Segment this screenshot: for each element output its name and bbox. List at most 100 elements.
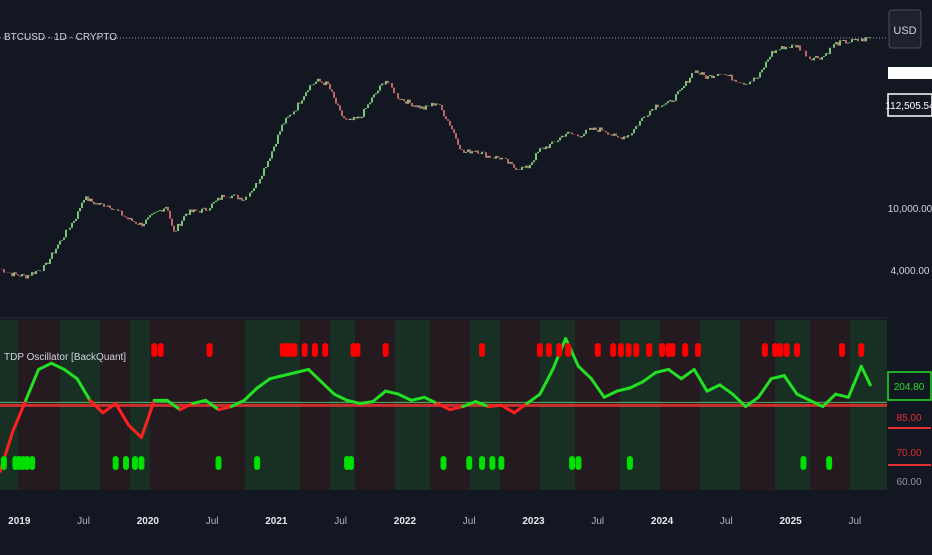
osc-line-segment bbox=[692, 367, 709, 393]
overbought-signal bbox=[151, 343, 158, 357]
last-price-tag bbox=[887, 93, 932, 117]
overbought-signal bbox=[545, 343, 552, 357]
osc-line-segment bbox=[37, 361, 53, 371]
overbought-signal bbox=[291, 343, 298, 357]
oversold-signal bbox=[440, 456, 447, 470]
overbought-signal bbox=[858, 343, 865, 357]
time-axis[interactable]: 2019 Jul 2020 Jul 2021 Jul 2022 Jul 2023 Jul 2024 J… bbox=[0, 510, 932, 550]
overbought-signal bbox=[659, 343, 666, 357]
osc-line-segment bbox=[769, 374, 786, 381]
osc-line-segment bbox=[88, 398, 105, 415]
osc-line-segment bbox=[499, 403, 516, 415]
osc-level-tag-70 bbox=[888, 440, 931, 466]
osc-line-segment bbox=[705, 383, 722, 393]
osc-line-segment bbox=[486, 403, 503, 409]
osc-line-segment bbox=[538, 367, 555, 396]
osc-line-segment bbox=[589, 377, 606, 399]
indicator-label[interactable]: TDP Oscillator [BackQuant] bbox=[4, 352, 126, 363]
osc-line-segment bbox=[744, 395, 760, 409]
oversold-signal bbox=[138, 456, 145, 470]
osc-line-segment bbox=[62, 367, 79, 381]
osc-level-underline-85 bbox=[888, 427, 931, 429]
overbought-signal bbox=[157, 343, 164, 357]
oversold-signal bbox=[254, 456, 261, 470]
osc-level-70: 70.00 bbox=[896, 448, 921, 459]
overbought-signal bbox=[206, 343, 213, 357]
osc-line-segment bbox=[859, 364, 872, 387]
osc-line-segment bbox=[666, 367, 683, 381]
overbought-signal bbox=[301, 343, 308, 357]
oscillator-panel[interactable] bbox=[0, 337, 887, 473]
time-label-jul: Jul bbox=[463, 516, 476, 527]
osc-line-segment bbox=[384, 389, 401, 396]
time-label-jul: Jul bbox=[848, 516, 861, 527]
osc-line-segment bbox=[255, 377, 272, 390]
osc-line-segment bbox=[165, 398, 182, 412]
osc-line-segment bbox=[782, 374, 799, 396]
osc-line-segment bbox=[49, 361, 66, 371]
overbought-signal bbox=[783, 343, 790, 357]
osc-line-segment bbox=[679, 367, 696, 381]
price-scale[interactable]: USD 112,505.54 10,000.00 4,000.00 204.80… bbox=[885, 0, 932, 510]
oversold-signal bbox=[569, 456, 576, 470]
overbought-signal bbox=[794, 343, 801, 357]
osc-level-60: 60.00 bbox=[896, 477, 921, 488]
osc-line-segment bbox=[24, 367, 41, 402]
price-panel[interactable] bbox=[0, 37, 887, 279]
osc-line-segment bbox=[268, 374, 285, 381]
overbought-signal bbox=[761, 343, 768, 357]
oversold-signal bbox=[498, 456, 505, 470]
osc-line-segment bbox=[319, 380, 336, 396]
osc-line-segment bbox=[795, 392, 812, 402]
osc-line-segment bbox=[114, 401, 131, 427]
oversold-signal bbox=[626, 456, 633, 470]
currency-button[interactable] bbox=[888, 9, 922, 49]
oversold-signal bbox=[826, 456, 833, 470]
osc-line-segment bbox=[448, 405, 465, 412]
osc-line-segment bbox=[178, 401, 195, 412]
price-tick-4000: 4,000.00 bbox=[891, 266, 930, 277]
osc-line-segment bbox=[846, 364, 863, 399]
osc-line-segment bbox=[602, 389, 619, 399]
time-label-2024: 2024 bbox=[651, 516, 674, 527]
osc-line-segment bbox=[422, 395, 439, 405]
oversold-signal bbox=[479, 456, 486, 470]
price-tick-10000: 10,000.00 bbox=[888, 204, 932, 215]
osc-line-segment bbox=[397, 392, 413, 402]
overbought-signal bbox=[556, 343, 563, 357]
overbought-signal bbox=[772, 343, 779, 357]
time-label-jul: Jul bbox=[206, 516, 219, 527]
osc-line-segment bbox=[834, 392, 850, 399]
overbought-signal bbox=[646, 343, 653, 357]
osc-line-segment bbox=[358, 400, 375, 405]
osc-line-segment bbox=[204, 398, 221, 412]
oversold-signal bbox=[29, 456, 36, 470]
osc-line-segment bbox=[756, 377, 773, 399]
osc-line-segment bbox=[525, 392, 542, 405]
osc-current-tag bbox=[887, 371, 932, 401]
time-label-jul: Jul bbox=[77, 516, 90, 527]
overbought-signal bbox=[682, 343, 689, 357]
time-label-2025: 2025 bbox=[779, 516, 802, 527]
overbought-signal bbox=[625, 343, 632, 357]
osc-current-value: 204.80 bbox=[894, 382, 925, 393]
osc-line-segment bbox=[345, 398, 362, 405]
time-label-jul: Jul bbox=[591, 516, 604, 527]
symbol-label[interactable]: BTCUSD · 1D · CRYPTO bbox=[4, 32, 117, 43]
overbought-signal bbox=[594, 343, 601, 357]
osc-line-segment bbox=[307, 367, 323, 384]
time-label-jul: Jul bbox=[720, 516, 733, 527]
osc-level-underline-70 bbox=[888, 464, 931, 466]
overbought-signal bbox=[669, 343, 676, 357]
oversold-signal bbox=[347, 456, 354, 470]
osc-line-segment bbox=[512, 401, 529, 415]
osc-line-segment bbox=[718, 383, 735, 396]
osc-line-segment bbox=[242, 386, 259, 402]
osc-line-segment bbox=[139, 398, 156, 439]
oversold-signal bbox=[215, 456, 222, 470]
osc-line-segment bbox=[461, 400, 478, 409]
overbought-signal bbox=[610, 343, 617, 357]
osc-line-segment bbox=[628, 380, 645, 390]
